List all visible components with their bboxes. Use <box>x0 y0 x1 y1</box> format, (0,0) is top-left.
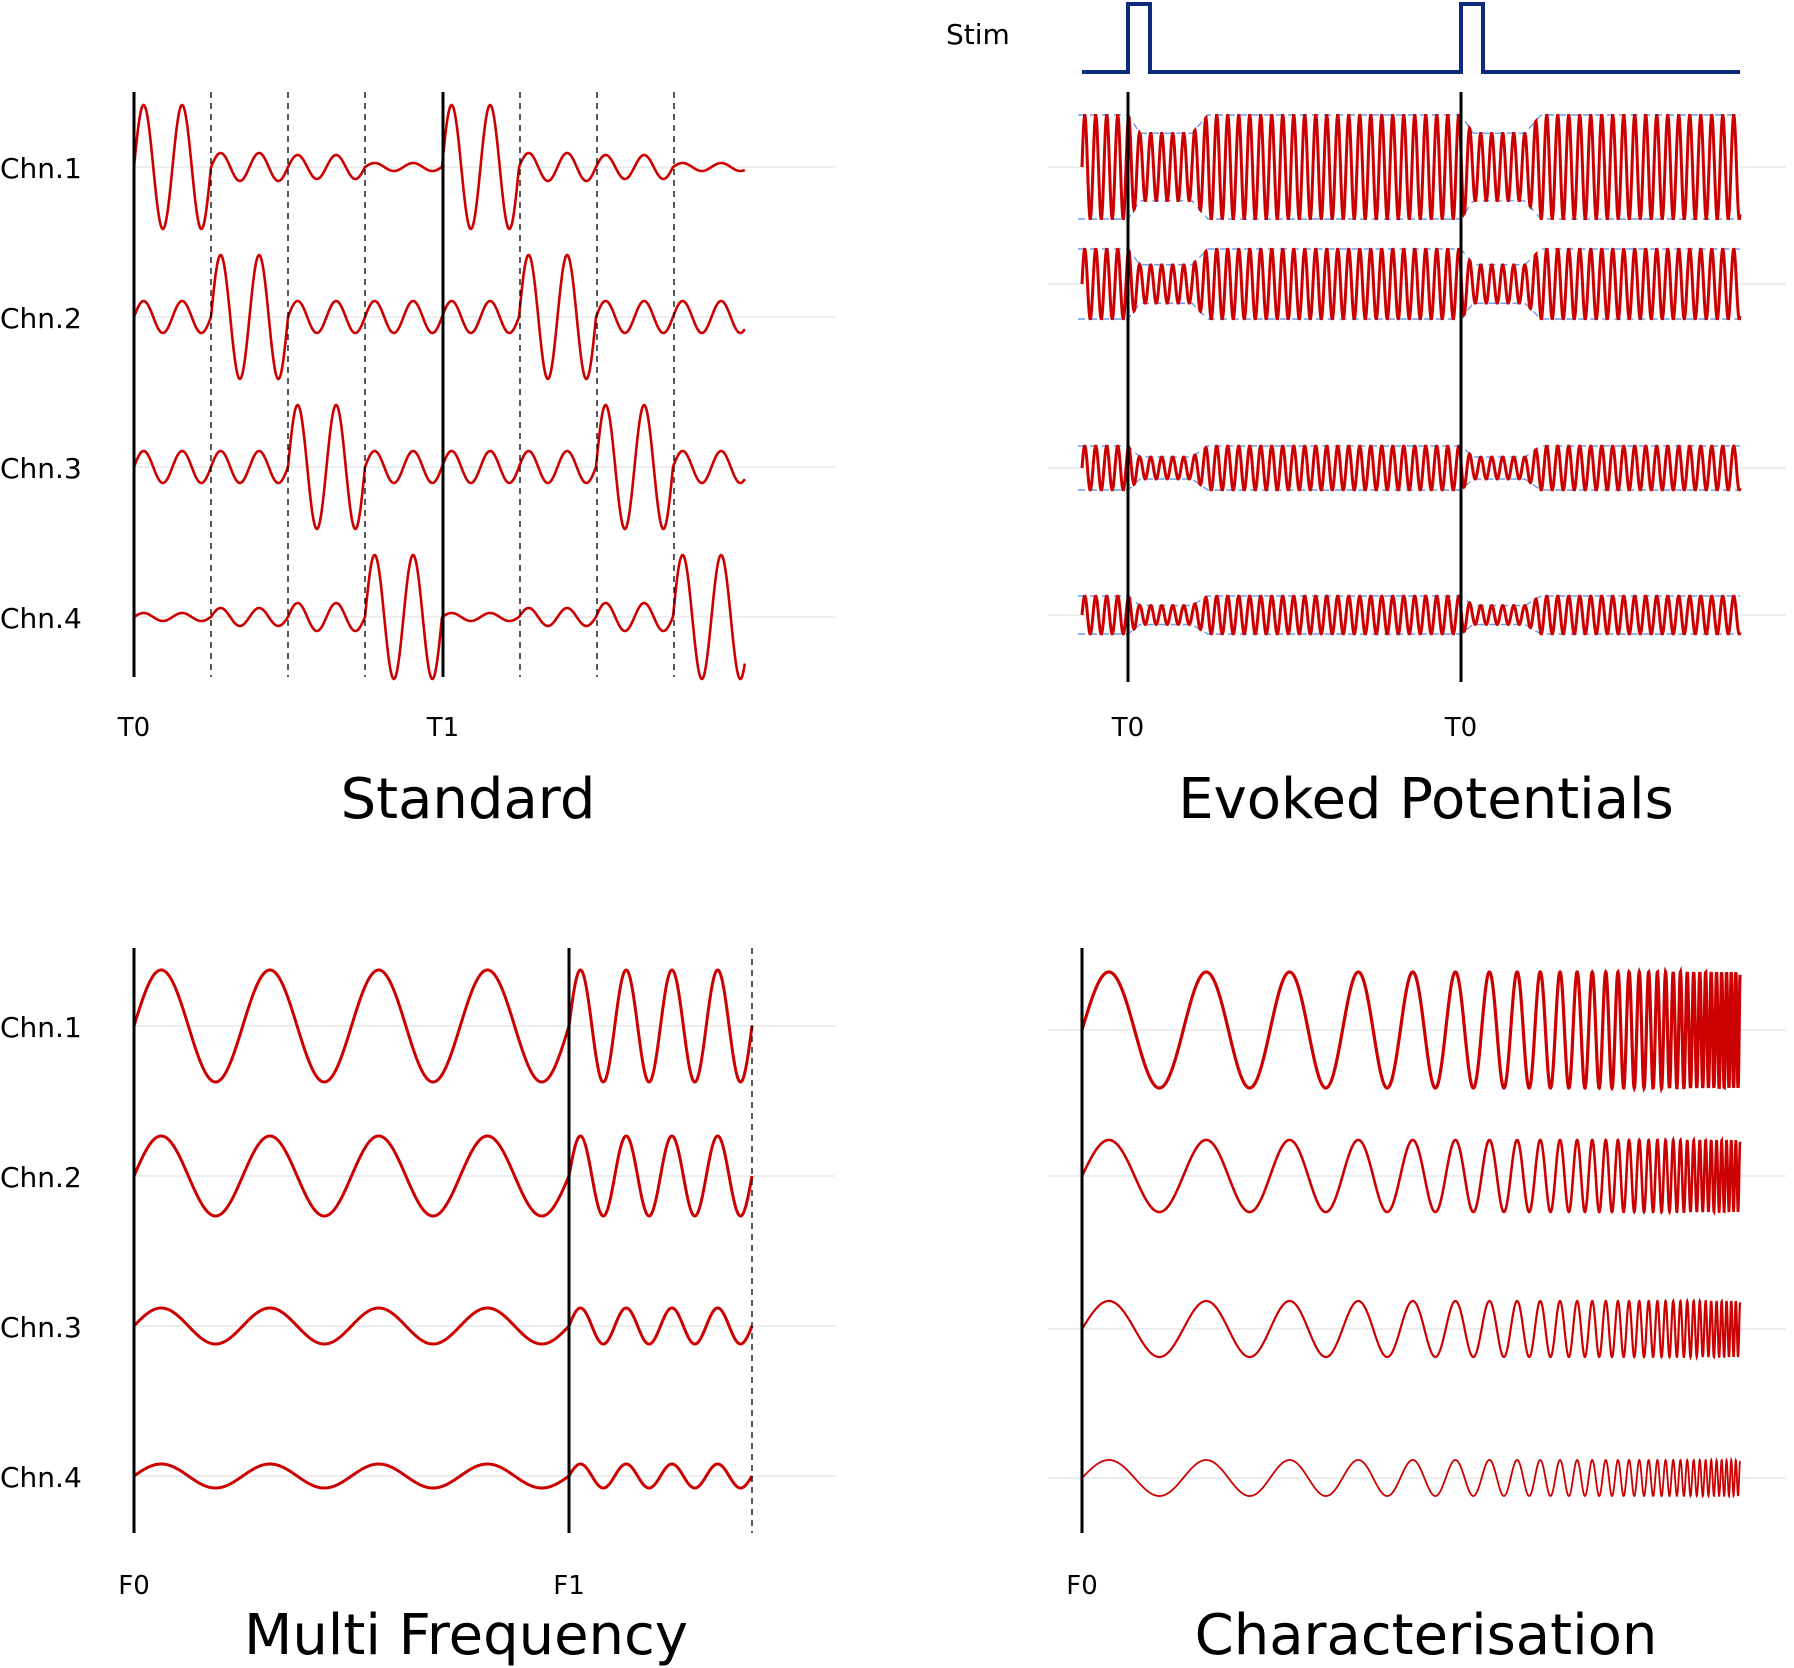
multi-signal-chn-2 <box>132 1134 754 1218</box>
standard-signal-chn-3 <box>132 403 746 531</box>
evoked-signal-chn-4 <box>1080 594 1742 636</box>
standard-channel-label-4: Chn.4 <box>0 602 82 635</box>
characterisation-signal-chn-4 <box>1081 1456 1741 1499</box>
standard-signal-chn-1 <box>132 103 746 231</box>
standard-channel-label-3: Chn.3 <box>0 452 82 485</box>
standard-signal-chn-4 <box>133 553 747 681</box>
characterisation-title: Characterisation <box>1195 1603 1658 1668</box>
multi-channel-label-4: Chn.4 <box>0 1461 82 1494</box>
multi-channel-label-1: Chn.1 <box>0 1011 82 1044</box>
standard-signal-chn-2 <box>132 253 746 381</box>
evoked-marker-label-1: T0 <box>1111 713 1144 743</box>
multi-markers <box>132 948 753 1533</box>
standard-signals <box>132 103 747 681</box>
characterisation-signals <box>1080 965 1742 1499</box>
multi-marker-label-f0: F0 <box>118 1571 150 1601</box>
standard-channel-label-2: Chn.2 <box>0 302 82 335</box>
evoked-signal-chn-1 <box>1080 112 1742 220</box>
characterisation-signal-chn-1 <box>1080 965 1742 1094</box>
evoked-stim-trace <box>1082 2 1740 74</box>
evoked-envelope-upper-4 <box>1078 595 1740 607</box>
standard-channel-label-1: Chn.1 <box>0 152 82 185</box>
characterisation-marker-label-f0: F0 <box>1066 1571 1098 1601</box>
evoked-markers <box>1126 92 1463 682</box>
evoked-title: Evoked Potentials <box>1178 767 1674 832</box>
multi-channel-label-3: Chn.3 <box>0 1311 82 1344</box>
evoked-signal-chn-3 <box>1080 444 1742 492</box>
evoked-signals <box>1080 112 1742 636</box>
characterisation-gridlines <box>1048 1029 1786 1479</box>
panel-characterisation: F0 Characterisation <box>1048 948 1786 1668</box>
standard-marker-label-t1: T1 <box>426 713 459 743</box>
multi-signal-chn-3 <box>132 1306 754 1346</box>
standard-markers <box>132 92 675 677</box>
evoked-signal-chn-2 <box>1080 246 1742 321</box>
multi-title: Multi Frequency <box>244 1603 688 1668</box>
evoked-gridlines <box>1048 166 1786 616</box>
evoked-envelope-upper-1 <box>1078 114 1740 134</box>
standard-gridlines <box>134 166 835 618</box>
standard-marker-label-t0: T0 <box>117 713 150 743</box>
multi-signal-chn-1 <box>132 968 754 1084</box>
evoked-envelope-upper-3 <box>1078 445 1740 458</box>
panel-standard: Chn.1 Chn.2 Chn.3 Chn.4 T0 T1 Standard <box>0 92 835 832</box>
evoked-stim-label: Stim <box>946 18 1010 51</box>
multi-signals <box>132 968 754 1490</box>
panel-multi-frequency: Chn.1 Chn.2 Chn.3 Chn.4 F0 F1 Multi Freq… <box>0 948 835 1668</box>
characterisation-signal-chn-3 <box>1081 1297 1742 1361</box>
multi-marker-label-f1: F1 <box>553 1571 585 1601</box>
characterisation-signal-chn-2 <box>1080 1135 1742 1216</box>
multi-gridlines <box>134 1025 835 1477</box>
multi-signal-chn-4 <box>133 1462 754 1490</box>
evoked-envelope-upper-2 <box>1078 248 1740 266</box>
evoked-marker-label-2: T0 <box>1444 713 1477 743</box>
panel-evoked: Stim T0 T0 Evoked Potentials <box>946 2 1786 832</box>
multi-channel-label-2: Chn.2 <box>0 1161 82 1194</box>
standard-title: Standard <box>341 767 596 832</box>
